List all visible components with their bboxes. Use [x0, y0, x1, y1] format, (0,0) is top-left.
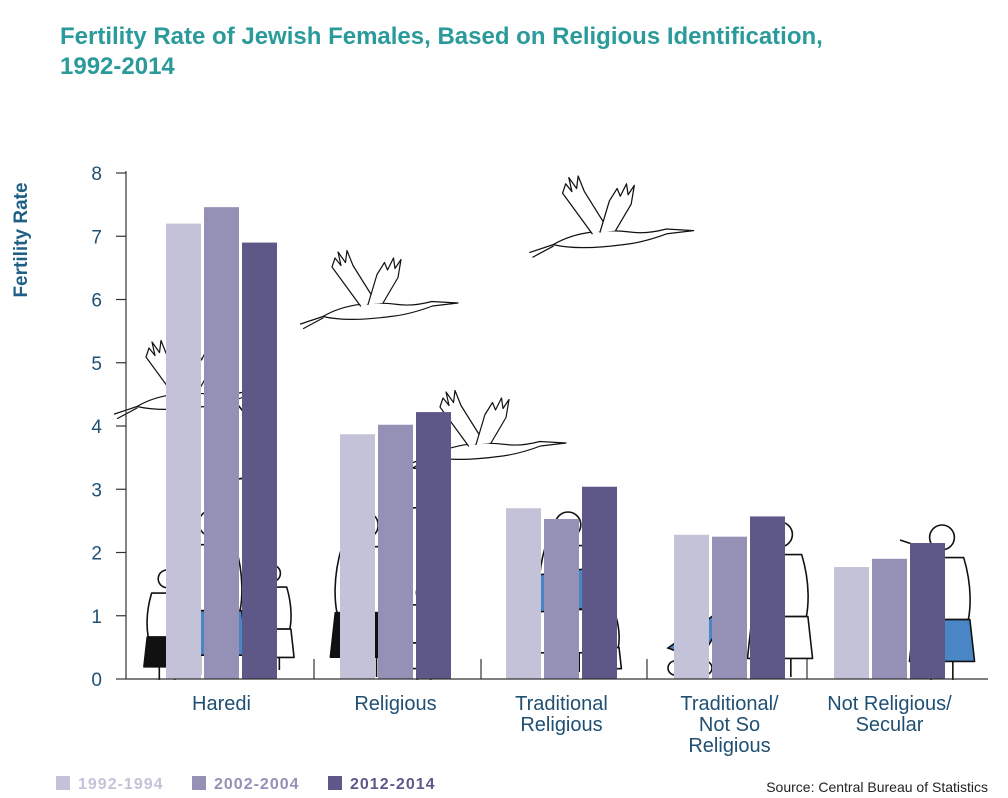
stork-legs	[529, 244, 554, 258]
stork-wing-back	[561, 175, 609, 235]
bar-2002-2004-1	[378, 424, 413, 679]
y-tick-label: 4	[91, 417, 102, 438]
bar-2002-2004-2	[544, 518, 579, 679]
y-tick-label: 0	[91, 670, 102, 691]
legend-swatch	[192, 776, 206, 790]
bar-2012-2014-2	[582, 486, 617, 679]
legend-swatch	[56, 776, 70, 790]
stork-legs	[299, 315, 324, 330]
legend: 1992-1994 2002-2004 2012-2014	[56, 776, 436, 793]
bar-1992-1994-2	[506, 508, 541, 679]
x-category-label: Secular	[856, 714, 924, 736]
legend-label: 2002-2004	[214, 776, 300, 793]
y-tick-label: 2	[91, 544, 102, 565]
stork-body	[430, 440, 567, 460]
stork-wing-front	[599, 183, 635, 233]
stork-wing-front	[367, 257, 402, 306]
x-category-label: Not So	[699, 714, 760, 736]
x-category-label: Religious	[520, 714, 602, 736]
stork-wing-back	[331, 249, 377, 307]
bar-2002-2004-4	[872, 558, 907, 679]
bar-2012-2014-3	[750, 516, 785, 679]
y-tick-label: 5	[91, 354, 102, 375]
x-category-label: Traditional	[515, 693, 608, 715]
bars-layer	[166, 207, 945, 679]
stork-wing-front	[475, 397, 510, 446]
x-category-label: Not Religious/	[827, 693, 952, 715]
bar-2012-2014-0	[242, 242, 277, 679]
y-tick-label: 8	[91, 164, 102, 185]
source-note: Source: Central Bureau of Statistics	[766, 779, 988, 795]
bar-2012-2014-1	[416, 412, 451, 679]
stork-body	[322, 300, 459, 320]
x-category-label: Traditional/	[680, 693, 779, 715]
y-tick-label: 6	[91, 291, 102, 312]
bar-1992-1994-1	[340, 434, 375, 679]
stork-body	[552, 228, 695, 249]
chart-title: Fertility Rate of Jewish Females, Based …	[60, 22, 960, 82]
chart-title-line-2: 1992-2014	[60, 53, 175, 80]
bar-1992-1994-0	[166, 223, 201, 679]
legend-label: 2012-2014	[350, 776, 436, 793]
stork-top	[529, 175, 695, 258]
chart-title-line-1: Fertility Rate of Jewish Females, Based …	[60, 23, 823, 50]
bar-2002-2004-0	[204, 207, 239, 679]
y-tick-label: 3	[91, 480, 102, 501]
x-category-label: Religious	[688, 735, 770, 757]
x-category-label: Haredi	[192, 693, 251, 715]
bar-2002-2004-3	[712, 536, 747, 679]
x-category-label: Religious	[354, 693, 436, 715]
bar-2012-2014-4	[910, 543, 945, 679]
legend-label: 1992-1994	[78, 776, 164, 793]
legend-swatch	[328, 776, 342, 790]
stork-religious-upper	[299, 249, 459, 330]
stork-wing-back	[439, 389, 485, 447]
bar-1992-1994-3	[674, 534, 709, 679]
bar-1992-1994-4	[834, 567, 869, 679]
stork-religious-lower	[407, 389, 567, 470]
y-tick-label: 7	[91, 227, 102, 248]
y-tick-label: 1	[91, 607, 102, 628]
y-axis-label: Fertility Rate	[11, 182, 32, 297]
